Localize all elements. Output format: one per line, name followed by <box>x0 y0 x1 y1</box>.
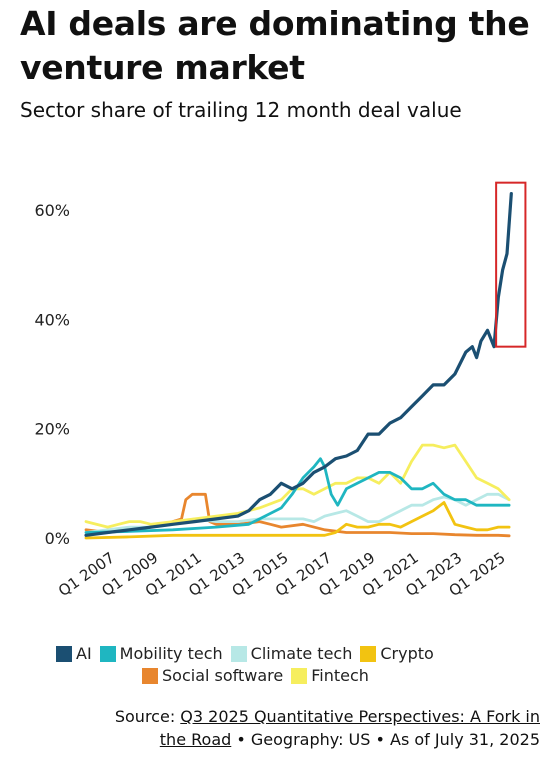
legend-row-2: Social software Fintech <box>142 665 536 687</box>
source-link-line-1: Q3 2025 Quantitative Perspectives: A For… <box>180 707 540 726</box>
legend-label: Mobility tech <box>119 644 223 663</box>
highlight-rect <box>495 181 527 348</box>
legend-item-fintech: Fintech <box>291 665 369 687</box>
legend-label: Climate tech <box>250 644 353 663</box>
legend-swatch <box>360 646 377 662</box>
legend-item-climate-tech: Climate tech <box>230 643 353 665</box>
y-axis-ticks: 0% 20% 40% 60% <box>34 201 70 548</box>
y-tick-label: 0% <box>45 529 70 548</box>
legend-item-social-software: Social software <box>142 665 283 687</box>
source-note: Source: Q3 2025 Quantitative Perspective… <box>30 705 540 751</box>
legend-label: Crypto <box>380 644 434 663</box>
legend-label: AI <box>76 644 92 663</box>
legend: AI Mobility tech Climate tech Crypto Soc… <box>56 643 536 687</box>
legend-swatch <box>230 646 247 662</box>
source-suffix: • Geography: US • As of July 31, 2025 <box>231 730 540 749</box>
y-tick-label: 40% <box>34 310 70 329</box>
legend-swatch <box>142 668 158 684</box>
legend-swatch <box>99 646 116 662</box>
source-link-line-2: the Road <box>159 730 232 749</box>
source-link[interactable]: Q3 2025 Quantitative Perspectives: A For… <box>160 707 540 749</box>
series-lines <box>84 192 513 540</box>
highlight-box <box>495 181 527 348</box>
series-line-ai <box>84 192 513 537</box>
series-line-mobility-tech <box>84 457 511 534</box>
legend-label: Social software <box>162 666 284 685</box>
series-line-fintech <box>84 443 511 529</box>
source-prefix: Source: <box>114 707 181 726</box>
legend-row-1: AI Mobility tech Climate tech Crypto <box>56 643 536 665</box>
y-tick-label: 20% <box>34 420 70 439</box>
legend-item-mobility-tech: Mobility tech <box>99 643 223 665</box>
chart-subtitle: Sector share of trailing 12 month deal v… <box>20 98 462 122</box>
chart-title: AI deals are dominating the venture mark… <box>20 4 530 87</box>
legend-swatch <box>56 646 72 662</box>
legend-label: Fintech <box>311 666 369 685</box>
series-line-crypto <box>84 501 511 540</box>
legend-item-crypto: Crypto <box>360 643 434 665</box>
y-tick-label: 60% <box>34 201 70 220</box>
legend-item-ai: AI <box>56 643 92 665</box>
legend-swatch <box>291 668 308 684</box>
